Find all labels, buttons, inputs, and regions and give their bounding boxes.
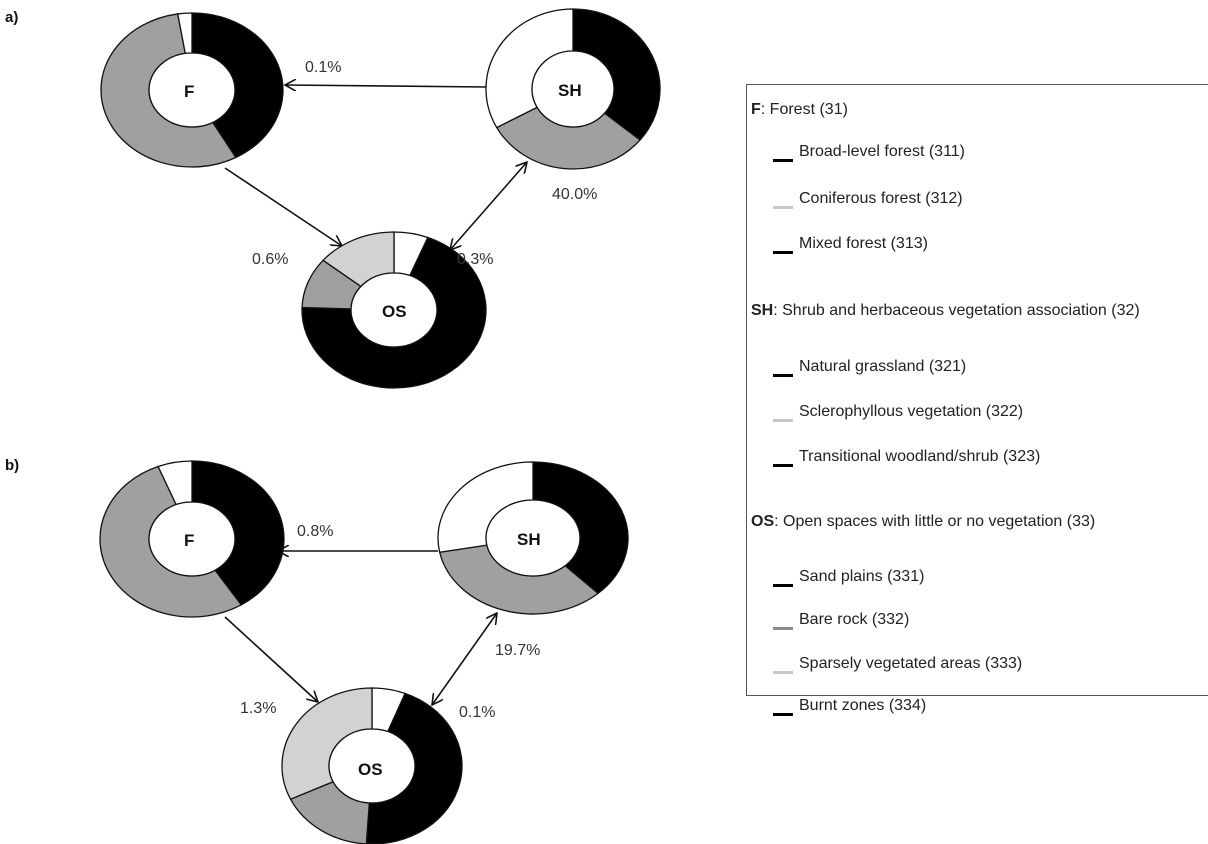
panel-b: b) F SH OS 0.8% 1.3% 0.1% 19.7%: [5, 457, 629, 844]
legend-swatch: [773, 464, 793, 467]
legend-item-label: Bare rock (332): [799, 611, 910, 628]
panel-a-flow-arrow-1: [285, 85, 488, 87]
legend-item-label: Sparsely vegetated areas (333): [799, 655, 1023, 672]
legend-item-sparsely-vegetated-areas: Sparsely vegetated areas (333): [773, 655, 1023, 674]
legend-group-shrub: SH: Shrub and herbaceous vegetation asso…: [751, 302, 1140, 320]
panel-b-node-sh: SH: [437, 461, 629, 615]
panel-b-flow-label-4: 19.7%: [495, 642, 540, 659]
legend-item-label: Natural grassland (321): [799, 358, 967, 375]
panel-a-sh-ring-hole: [531, 50, 615, 128]
legend: F: Forest (31) Broad-level forest (311) …: [746, 84, 1208, 716]
panel-b-sh-ring-hole: [485, 499, 581, 577]
legend-swatch: [773, 159, 793, 162]
panel-b-node-os: OS: [281, 687, 463, 844]
legend-item-label: Coniferous forest (312): [799, 190, 963, 207]
panel-a-node-os: OS: [301, 231, 487, 389]
legend-item-label: Transitional woodland/shrub (323): [799, 448, 1041, 465]
panel-a-node-sh: SH: [485, 8, 661, 170]
panel-a-label: a): [5, 9, 18, 26]
legend-item-sclerophyllous-vegetation: Sclerophyllous vegetation (322): [773, 403, 1024, 422]
legend-group-open-spaces: OS: Open spaces with little or no vegeta…: [751, 513, 1095, 531]
panel-b-flow-arrow-3: [432, 613, 497, 705]
legend-item-bare-rock: Bare rock (332): [773, 611, 910, 630]
legend-swatch: [773, 206, 793, 209]
panel-b-flow-label-3: 0.1%: [459, 704, 495, 721]
legend-item-label: Sand plains (331): [799, 568, 925, 585]
legend-item-broad-level-forest: Broad-level forest (311): [773, 143, 965, 162]
legend-group-code: SH: [751, 302, 774, 319]
legend-swatch: [773, 627, 793, 630]
legend-swatch: [773, 251, 793, 254]
legend-swatch: [773, 713, 793, 716]
panel-b-node-label-sh: SH: [517, 530, 541, 549]
panel-a-node-label-sh: SH: [558, 81, 582, 100]
panel-a-f-ring-hole: [148, 52, 236, 128]
legend-swatch: [773, 374, 793, 377]
legend-item-label: Mixed forest (313): [799, 235, 928, 252]
panel-a-node-f: F: [100, 12, 284, 168]
panel-a-os-ring-hole: [350, 272, 438, 348]
panel-b-os-ring-hole: [328, 728, 416, 804]
legend-item-mixed-forest: Mixed forest (313): [773, 235, 928, 254]
panel-b-flow-label-1: 0.8%: [297, 523, 333, 540]
panel-b-flow-arrow-2: [224, 616, 318, 702]
legend-group-code: F: [751, 101, 761, 118]
panel-b-f-ring-hole: [148, 501, 236, 577]
panel-b-node-label-f: F: [184, 531, 194, 550]
panel-a-node-label-f: F: [184, 82, 194, 101]
legend-group-name: : Shrub and herbaceous vegetation associ…: [773, 302, 1140, 319]
panel-a-flow-arrow-3: [450, 162, 527, 250]
legend-item-label: Sclerophyllous vegetation (322): [799, 403, 1024, 420]
panel-b-node-f: F: [99, 460, 285, 618]
land-cover-transition-diagram: a) F SH OS 0.1% 0.6% 0.3% 40.0% b) F SH OS 0.8% 1.…: [5, 8, 661, 844]
legend-group-name: : Open spaces with little or no vegetati…: [774, 513, 1096, 530]
legend-swatch: [773, 671, 793, 674]
legend-group-forest: F: Forest (31): [751, 101, 848, 119]
legend-item-burnt-zones: Burnt zones (334): [773, 697, 927, 716]
panel-a-flow-arrow-2: [224, 167, 342, 246]
legend-item-label: Burnt zones (334): [799, 697, 927, 714]
panel-b-flow-label-2: 1.3%: [240, 700, 276, 717]
legend-item-transitional-woodland-shrub: Transitional woodland/shrub (323): [773, 448, 1041, 467]
legend-swatch: [773, 584, 793, 587]
legend-item-coniferous-forest: Coniferous forest (312): [773, 190, 963, 209]
panel-a-flow-label-1: 0.1%: [305, 59, 341, 76]
legend-item-label: Broad-level forest (311): [799, 143, 965, 160]
legend-group-name: : Forest (31): [760, 101, 848, 118]
panel-a-node-label-os: OS: [382, 302, 407, 321]
legend-item-natural-grassland: Natural grassland (321): [773, 358, 967, 377]
panel-a: a) F SH OS 0.1% 0.6% 0.3% 40.0%: [5, 8, 661, 389]
legend-item-sand-plains: Sand plains (331): [773, 568, 925, 587]
legend-group-code: OS: [751, 513, 775, 530]
legend-swatch: [773, 419, 793, 422]
panel-b-label: b): [5, 457, 19, 474]
panel-a-flow-label-4: 40.0%: [552, 186, 597, 203]
panel-a-flow-label-3: 0.3%: [457, 251, 493, 268]
panel-a-flow-label-2: 0.6%: [252, 251, 288, 268]
panel-b-node-label-os: OS: [358, 760, 383, 779]
